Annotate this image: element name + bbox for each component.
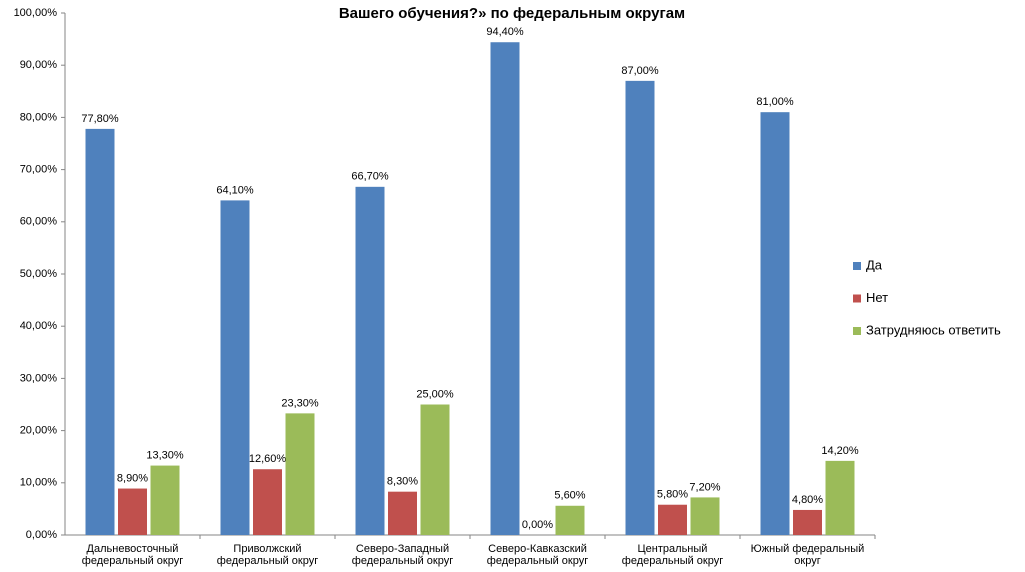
bar [760,112,790,536]
y-tick-label: 40,00% [20,320,58,332]
x-tick-label-box: Дальневосточный федеральный округ [81,543,184,567]
data-label: 66,70% [351,171,389,183]
bar [388,491,417,535]
data-label: 23,30% [281,397,319,409]
x-tick-label-box: Северо-Западный федеральный округ [351,543,454,567]
x-tick-label: Южный федеральный округ [750,543,865,567]
data-label: 81,00% [756,96,794,108]
legend-label: Да [866,257,883,272]
x-tick-label: Центральный федеральный округ [621,543,724,567]
bar [118,488,147,535]
y-tick-label: 50,00% [20,268,58,280]
bar [825,460,855,535]
bar [355,186,385,536]
x-tick-label-box: Центральный федеральный округ [621,543,724,567]
x-tick-label-box: Южный федеральный округ [750,543,865,567]
y-tick-label: 10,00% [20,477,58,489]
bar [625,80,655,536]
x-tick-label: Северо-Кавказский федеральный округ [486,543,589,567]
bar [555,505,585,535]
data-label: 14,20% [821,445,859,457]
x-tick-label-box: Северо-Кавказский федеральный округ [486,543,589,567]
x-tick-label: Северо-Западный федеральный округ [351,543,454,567]
y-tick-label: 100,00% [14,7,58,19]
bar [690,497,720,535]
data-label: 8,90% [117,472,148,484]
legend-swatch [853,327,861,335]
data-label: 4,80% [792,494,823,506]
data-label: 77,80% [81,113,119,125]
data-label: 5,80% [657,489,688,501]
y-tick-label: 90,00% [20,59,58,71]
legend-label: Нет [866,290,888,305]
legend-label: Затрудняюсь ответить [866,322,1001,337]
bar [220,200,250,535]
data-label: 8,30% [387,476,418,488]
data-label: 7,20% [689,481,720,493]
y-tick-label: 20,00% [20,425,58,437]
x-tick-label: Приволжский федеральный округ [216,543,319,567]
data-label: 12,60% [249,453,287,465]
bar [85,128,115,535]
chart-title: Вашего обучения?» по федеральным округам [339,5,685,22]
bar [793,509,822,535]
bar [420,404,450,535]
y-tick-label: 80,00% [20,111,58,123]
legend-swatch [853,262,861,270]
y-tick-label: 70,00% [20,164,58,176]
data-label: 64,10% [216,184,254,196]
data-label: 87,00% [621,65,659,77]
bar [253,469,282,535]
bar [150,465,180,535]
data-label: 13,30% [146,449,184,461]
bar [658,504,687,535]
x-tick-label-box: Приволжский федеральный округ [216,543,319,567]
x-tick-label: Дальневосточный федеральный округ [81,543,184,567]
y-tick-label: 0,00% [26,529,57,541]
legend-swatch [853,294,861,303]
data-label: 5,60% [554,490,585,502]
y-tick-label: 30,00% [20,372,58,384]
bar [490,42,520,536]
data-label: 0,00% [522,519,553,531]
y-tick-label: 60,00% [20,216,58,228]
data-label: 94,40% [486,26,524,38]
data-label: 25,00% [416,388,454,400]
bar [285,413,315,535]
